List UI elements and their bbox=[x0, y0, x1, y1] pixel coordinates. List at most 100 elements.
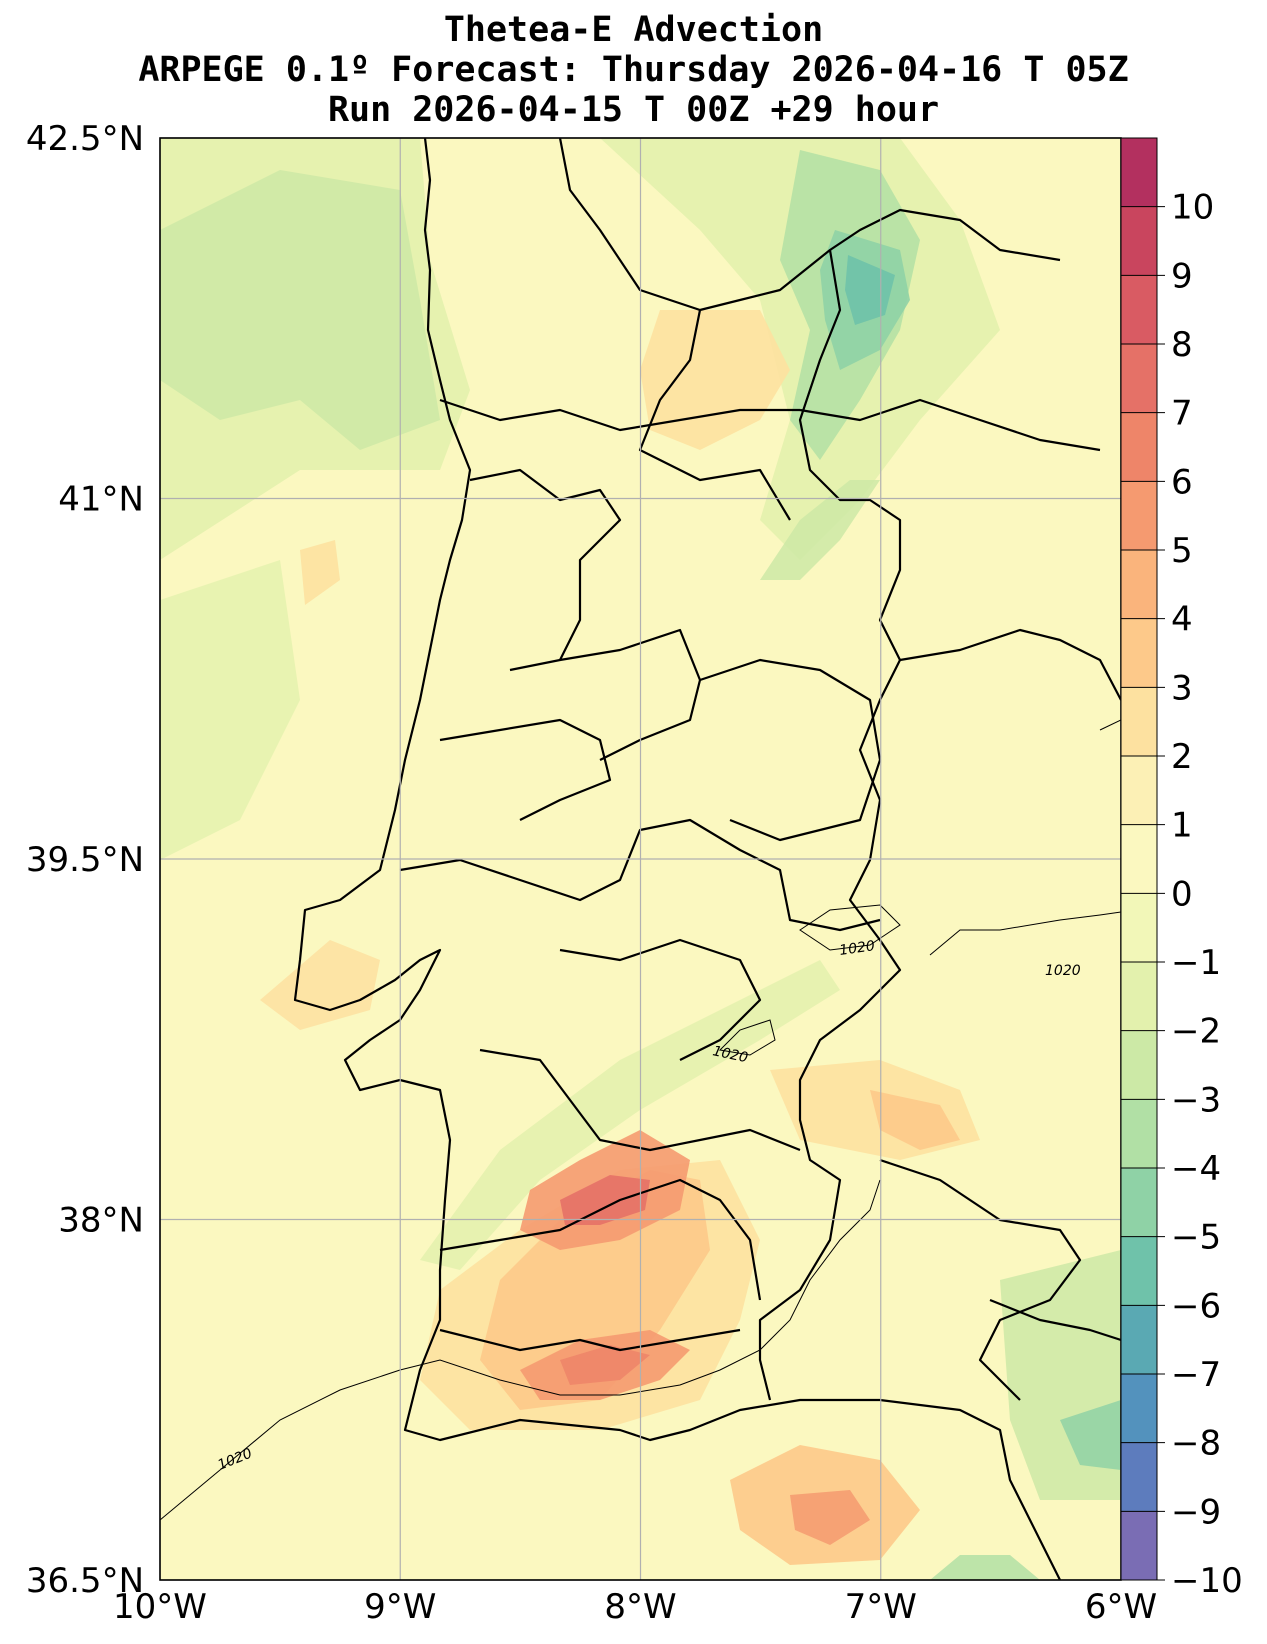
colorbar-band-4 bbox=[1121, 412, 1157, 482]
positive-area-band-upper-core bbox=[560, 1175, 650, 1225]
longitude-tick-labels: 10°W 9°W 8°W 7°W 6°W bbox=[113, 1587, 1157, 1627]
colorbar-label-8: 2 bbox=[1171, 737, 1193, 777]
colorbar-label-14: −4 bbox=[1171, 1149, 1221, 1189]
positive-area-north bbox=[640, 310, 790, 450]
colorbar-band-3 bbox=[1121, 344, 1157, 414]
colorbar-band-6 bbox=[1121, 550, 1157, 620]
colorbar-band-14 bbox=[1121, 1099, 1157, 1169]
coastline bbox=[293, 138, 1061, 1580]
colorbar-band-0 bbox=[1121, 138, 1157, 208]
title-line-3: Run 2026-04-15 T 00Z +29 hour bbox=[327, 90, 940, 130]
colorbar-band-9 bbox=[1121, 756, 1157, 826]
colorbar-band-18 bbox=[1121, 1374, 1157, 1444]
district-line-2 bbox=[469, 468, 622, 672]
colorbar-band-5 bbox=[1121, 481, 1157, 551]
district-line-9 bbox=[479, 1048, 801, 1152]
colorbar-band-16 bbox=[1121, 1236, 1157, 1306]
negative-area-southeast-core bbox=[1060, 1400, 1121, 1470]
negative-area-south-edge bbox=[930, 1555, 1040, 1580]
district-line-7 bbox=[399, 818, 881, 932]
positive-area-west-coast bbox=[260, 940, 380, 1030]
colorbar-label-4: 6 bbox=[1171, 462, 1193, 502]
colorbar-band-11 bbox=[1121, 893, 1157, 963]
lon-tick-label-3: 7°W bbox=[845, 1587, 917, 1627]
colorbar-label-6: 4 bbox=[1171, 600, 1193, 640]
colorbar-band-19 bbox=[1121, 1442, 1157, 1512]
map-panel: 1020 1020 1020 1020 10°W 9°W 8°W 7°W 6°W 42.… bbox=[26, 119, 1157, 1627]
positive-area-southwest-inner bbox=[480, 1170, 710, 1410]
colorbar-band-7 bbox=[1121, 618, 1157, 688]
positive-area-southeast-core bbox=[790, 1490, 870, 1545]
isobar-1020-center-loop bbox=[718, 1019, 776, 1056]
colorbar-band-8 bbox=[1121, 687, 1157, 757]
isobar-label-east-1: 1020 bbox=[838, 938, 876, 959]
colorbar-band-1 bbox=[1121, 206, 1157, 276]
colorbar-label-18: −8 bbox=[1171, 1424, 1221, 1464]
borders-layer bbox=[293, 138, 1121, 1580]
advection-shading bbox=[160, 138, 1121, 1580]
lat-tick-label-1: 41°N bbox=[58, 480, 144, 520]
district-line-8 bbox=[559, 938, 762, 1061]
isobar-1020-southwest bbox=[160, 1179, 881, 1521]
district-line-13 bbox=[899, 628, 1121, 701]
negative-area-west-coast bbox=[160, 560, 300, 860]
negative-area-band-center bbox=[760, 480, 880, 580]
lon-tick-label-2: 8°W bbox=[604, 1587, 676, 1627]
negative-area-north-peak-inner bbox=[845, 255, 895, 325]
lat-tick-label-0: 42.5°N bbox=[26, 119, 144, 159]
colorbar-band-2 bbox=[1121, 275, 1157, 345]
lat-tick-label-2: 39.5°N bbox=[26, 840, 144, 880]
colorbar-label-16: −6 bbox=[1171, 1286, 1221, 1326]
district-line-5 bbox=[439, 718, 612, 821]
colorbar-label-1: 9 bbox=[1171, 256, 1193, 296]
colorbar-band-20 bbox=[1121, 1511, 1157, 1581]
negative-area-diagonal-band bbox=[420, 960, 840, 1270]
lon-tick-label-0: 10°W bbox=[113, 1587, 207, 1627]
border-spain-portugal-north bbox=[558, 138, 1061, 312]
colorbar-label-12: −2 bbox=[1171, 1012, 1221, 1052]
district-line-6 bbox=[699, 658, 882, 842]
isobar-label-center: 1020 bbox=[711, 1043, 749, 1066]
colorbar-label-19: −9 bbox=[1171, 1492, 1221, 1532]
isobar-1020-east-loop-2 bbox=[929, 911, 1121, 956]
colorbar-label-13: −3 bbox=[1171, 1080, 1221, 1120]
colorbar-label-0: 10 bbox=[1171, 188, 1214, 228]
district-line-15 bbox=[989, 1298, 1121, 1342]
isobars-layer bbox=[160, 719, 1121, 1521]
colorbar-band-10 bbox=[1121, 824, 1157, 894]
colorbar-label-17: −7 bbox=[1171, 1355, 1221, 1395]
district-line-10 bbox=[439, 1178, 762, 1301]
district-line-11 bbox=[439, 1328, 741, 1352]
colorbar-band-17 bbox=[1121, 1305, 1157, 1375]
lon-tick-label-4: 6°W bbox=[1085, 1587, 1157, 1627]
colorbar-band-12 bbox=[1121, 962, 1157, 1032]
district-line-12 bbox=[879, 1158, 1082, 1401]
positive-area-west-spot bbox=[300, 540, 340, 605]
lon-tick-label-1: 9°W bbox=[364, 1587, 436, 1627]
lat-tick-label-3: 38°N bbox=[58, 1201, 144, 1241]
latitude-tick-labels: 42.5°N 41°N 39.5°N 38°N 36.5°N bbox=[26, 119, 144, 1601]
district-line-14 bbox=[799, 398, 1101, 452]
colorbar-label-7: 3 bbox=[1171, 668, 1193, 708]
isobar-1020-east-loop-1 bbox=[799, 904, 901, 951]
positive-area-east-core bbox=[870, 1090, 960, 1150]
isobar-1020-east-edge bbox=[1099, 719, 1121, 731]
colorbar-label-11: −1 bbox=[1171, 943, 1221, 983]
colorbar-label-10: 0 bbox=[1171, 874, 1193, 914]
colorbar-label-2: 8 bbox=[1171, 325, 1193, 365]
district-line-1 bbox=[439, 398, 800, 432]
title-line-2: ARPEGE 0.1º Forecast: Thursday 2026-04-1… bbox=[138, 50, 1129, 90]
isobar-label-east-2: 1020 bbox=[1045, 963, 1081, 979]
colorbar-band-13 bbox=[1121, 1030, 1157, 1100]
colorbar-label-9: 1 bbox=[1171, 806, 1193, 846]
colorbar-label-15: −5 bbox=[1171, 1218, 1221, 1258]
colorbar-label-20: −10 bbox=[1171, 1561, 1243, 1601]
colorbar-label-3: 7 bbox=[1171, 394, 1193, 434]
colorbar-label-5: 5 bbox=[1171, 531, 1193, 571]
negative-area-northwest-core bbox=[160, 170, 440, 450]
lat-tick-label-4: 36.5°N bbox=[26, 1561, 144, 1601]
border-portugal-east bbox=[758, 249, 902, 1401]
positive-area-band-lower-core bbox=[560, 1345, 650, 1385]
